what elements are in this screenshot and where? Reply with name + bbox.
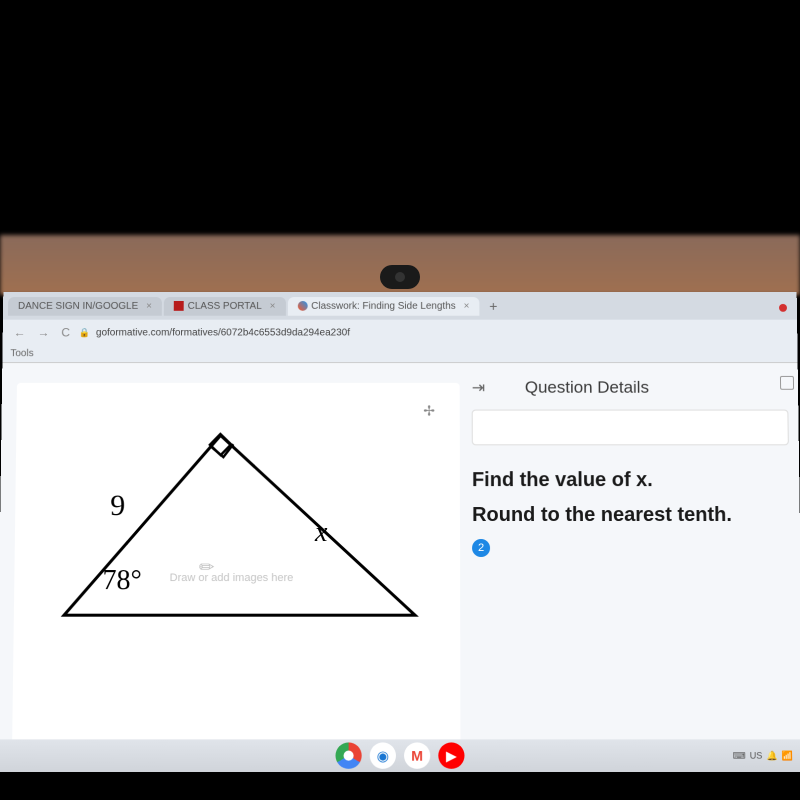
collapse-icon[interactable]: ⇥	[472, 378, 485, 398]
canvas-placeholder: Draw or add images here	[170, 572, 294, 584]
gmail-icon[interactable]: M	[404, 742, 430, 768]
tab-dance-signin[interactable]: DANCE SIGN IN/GOOGLE ×	[8, 297, 162, 316]
details-header: ⇥ Question Details	[472, 378, 789, 410]
chrome-icon[interactable]	[335, 742, 361, 768]
question-line-2: Round to the nearest tenth.	[472, 498, 790, 533]
side-panel-icon[interactable]	[780, 376, 794, 390]
formative-icon	[297, 301, 307, 311]
side-label-9: 9	[110, 489, 125, 523]
question-line-1: Find the value of x.	[472, 463, 790, 498]
screen: DANCE SIGN IN/GOOGLE × CLASS PORTAL × Cl…	[0, 292, 800, 772]
tab-class-portal[interactable]: CLASS PORTAL ×	[164, 297, 286, 316]
triangle-svg	[43, 418, 425, 658]
tab-label: CLASS PORTAL	[188, 300, 262, 311]
details-title: Question Details	[525, 378, 649, 398]
tools-bar: Tools	[2, 345, 797, 363]
lock-icon: 🔒	[79, 327, 90, 338]
move-icon[interactable]: ✢	[423, 403, 435, 420]
taskbar: ◉ M ▶ ⌨ US 🔔 📶	[0, 739, 800, 771]
reload-button[interactable]: C	[58, 326, 73, 340]
notification-dot	[779, 304, 787, 312]
portal-icon	[174, 301, 184, 311]
tab-classwork[interactable]: Classwork: Finding Side Lengths ×	[287, 297, 479, 316]
notif-icon: 🔔	[766, 750, 777, 761]
new-tab-button[interactable]: +	[481, 298, 505, 314]
details-panel: ⇥ Question Details Find the value of x. …	[472, 363, 800, 743]
locale-label: US	[750, 751, 763, 761]
forward-button[interactable]: →	[34, 326, 52, 340]
browser-tabs: DANCE SIGN IN/GOOGLE × CLASS PORTAL × Cl…	[3, 292, 797, 320]
angle-label-78: 78°	[102, 565, 142, 597]
content-area: ✢ 9 x 78° ✎ Draw or add images here	[0, 363, 800, 743]
tools-label[interactable]: Tools	[10, 348, 33, 359]
system-tray[interactable]: ⌨ US 🔔 📶	[733, 750, 794, 761]
close-icon[interactable]: ×	[464, 300, 470, 311]
url-text[interactable]: goformative.com/formatives/6072b4c6553d9…	[96, 327, 789, 338]
tab-label: Classwork: Finding Side Lengths	[311, 300, 456, 311]
close-icon[interactable]: ×	[270, 300, 276, 311]
files-icon[interactable]: ◉	[370, 742, 396, 768]
answer-input[interactable]	[472, 410, 789, 446]
side-label-x: x	[315, 517, 328, 549]
keyboard-icon: ⌨	[733, 750, 746, 761]
canvas-area[interactable]: ✢ 9 x 78° ✎ Draw or add images here	[12, 383, 460, 744]
points-badge: 2	[472, 539, 490, 557]
back-button[interactable]: ←	[11, 326, 29, 340]
triangle-diagram: 9 x 78° ✎ Draw or add images here	[43, 418, 425, 658]
tab-label: DANCE SIGN IN/GOOGLE	[18, 300, 138, 311]
close-icon[interactable]: ×	[146, 300, 152, 311]
youtube-icon[interactable]: ▶	[438, 742, 464, 768]
divider	[460, 363, 473, 743]
address-bar: ← → C 🔒 goformative.com/formatives/6072b…	[3, 320, 798, 346]
webcam	[380, 265, 420, 289]
wifi-icon: 📶	[782, 750, 793, 761]
